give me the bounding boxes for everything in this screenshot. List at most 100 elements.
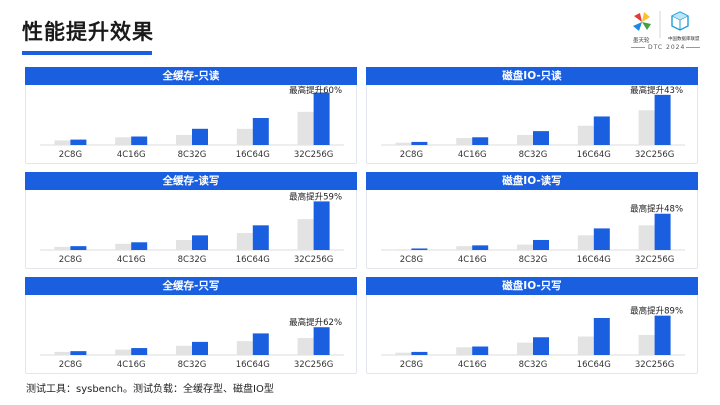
x-tick-label: 16C64G (577, 360, 611, 370)
x-tick-label: 2C8G (59, 255, 82, 265)
chart-panel-4: 全缓存-只写 2C8G 4C16G 8C32G 16C64G 32C256G 最高提升62… (25, 277, 357, 374)
event-rule-left (631, 47, 645, 48)
baseline-bar (638, 110, 655, 145)
chart-panel-2: 全缓存-读写 2C8G 4C16G 8C32G 16C64G 32C256G 最高提升59… (25, 172, 357, 269)
bar-chart: 2C8G 4C16G 8C32G 16C64G 32C256G 最高提升48% (381, 204, 685, 265)
baseline-bar (115, 137, 132, 145)
event-rule-right (686, 47, 700, 48)
improved-bar (313, 92, 330, 145)
title-underline (22, 51, 152, 55)
improved-bar (411, 248, 428, 250)
improved-bar (131, 136, 148, 145)
improved-bar (70, 246, 87, 250)
baseline-bar (176, 134, 192, 145)
logo-area: 墨天轮 中国数据库联盟 (622, 8, 702, 54)
chart-panel-1: 磁盘IO-只读 2C8G 4C16G 8C32G 16C64G 32C256G 最高提升4… (366, 67, 698, 164)
baseline-bar (54, 140, 71, 145)
baseline-bar (517, 342, 533, 355)
baseline-bar (54, 351, 71, 355)
baseline-bar (577, 235, 594, 250)
improvement-annotation: 最高提升59% (289, 191, 342, 202)
chart-panel-3: 磁盘IO-读写 2C8G 4C16G 8C32G 16C64G 32C256G 最高提升4… (366, 172, 698, 269)
x-tick-label: 32C256G (294, 150, 334, 160)
x-tick-label: 2C8G (59, 150, 82, 160)
improved-bar (533, 131, 549, 145)
baseline-bar (638, 225, 655, 250)
improved-bar (131, 348, 148, 355)
baseline-bar (456, 246, 473, 250)
improved-bar (70, 139, 87, 145)
improved-bar (593, 228, 610, 250)
improvement-annotation: 最高提升89% (630, 306, 683, 317)
improved-bar (70, 351, 87, 355)
bar-chart: 2C8G 4C16G 8C32G 16C64G 32C256G 最高提升43% (381, 85, 685, 160)
baseline-bar (115, 349, 132, 355)
baseline-bar (115, 243, 132, 250)
baseline-bar (297, 111, 314, 145)
x-tick-label: 8C32G (519, 360, 548, 370)
improved-bar (192, 341, 208, 355)
x-tick-label: 32C256G (635, 360, 675, 370)
x-tick-label: 16C64G (236, 150, 270, 160)
x-tick-label: 32C256G (294, 360, 334, 370)
x-tick-label: 2C8G (400, 360, 423, 370)
x-tick-label: 16C64G (236, 255, 270, 265)
x-tick-label: 4C16G (117, 150, 146, 160)
x-tick-label: 8C32G (178, 150, 207, 160)
baseline-bar (577, 125, 594, 145)
baseline-bar (236, 233, 253, 250)
brand-name: 墨天轮 (633, 38, 650, 44)
chart-title: 全缓存-读写 (25, 172, 357, 190)
x-tick-label: 4C16G (458, 150, 487, 160)
chart-title: 磁盘IO-读写 (366, 172, 698, 190)
improved-bar (472, 346, 489, 355)
chart-panel-5: 磁盘IO-只写 2C8G 4C16G 8C32G 16C64G 32C256G 最高提升8… (366, 277, 698, 374)
logo-marks (633, 11, 689, 38)
baseline-bar (517, 134, 533, 145)
baseline-bar (517, 244, 533, 250)
bar-chart: 2C8G 4C16G 8C32G 16C64G 32C256G 最高提升60% (40, 85, 344, 160)
x-tick-label: 8C32G (519, 255, 548, 265)
improved-bar (411, 141, 428, 145)
baseline-bar (395, 249, 412, 250)
improved-bar (252, 225, 269, 250)
chart-title: 磁盘IO-只写 (366, 277, 698, 295)
event-label: DTC 2024 (648, 44, 686, 51)
improved-bar (192, 235, 208, 250)
baseline-bar (395, 352, 412, 355)
baseline-bar (395, 142, 412, 145)
improved-bar (593, 317, 610, 355)
improved-bar (313, 327, 330, 355)
baseline-bar (54, 246, 71, 250)
x-tick-label: 8C32G (178, 255, 207, 265)
x-tick-label: 32C256G (635, 255, 675, 265)
baseline-bar (456, 347, 473, 355)
chart-title: 全缓存-只读 (25, 67, 357, 85)
x-tick-label: 2C8G (59, 360, 82, 370)
x-tick-label: 2C8G (400, 255, 423, 265)
baseline-bar (236, 341, 253, 355)
improved-bar (411, 351, 428, 355)
bar-chart: 2C8G 4C16G 8C32G 16C64G 32C256G 最高提升89% (381, 306, 685, 370)
chart-title: 磁盘IO-只读 (366, 67, 698, 85)
x-tick-label: 4C16G (117, 255, 146, 265)
x-tick-label: 4C16G (117, 360, 146, 370)
x-tick-label: 16C64G (577, 255, 611, 265)
baseline-bar (638, 334, 655, 355)
improved-bar (472, 137, 489, 145)
improved-bar (654, 213, 671, 250)
partner-logo-icon (671, 11, 689, 31)
chart-title: 全缓存-只写 (25, 277, 357, 295)
x-tick-label: 4C16G (458, 360, 487, 370)
x-tick-label: 2C8G (400, 150, 423, 160)
x-tick-label: 4C16G (458, 255, 487, 265)
improved-bar (313, 201, 330, 250)
improved-bar (654, 315, 671, 355)
bar-chart: 2C8G 4C16G 8C32G 16C64G 32C256G 最高提升59% (40, 191, 344, 265)
improved-bar (131, 242, 148, 250)
x-tick-label: 16C64G (236, 360, 270, 370)
improved-bar (533, 337, 549, 355)
improved-bar (252, 118, 269, 145)
improved-bar (654, 94, 671, 145)
baseline-bar (176, 239, 192, 250)
